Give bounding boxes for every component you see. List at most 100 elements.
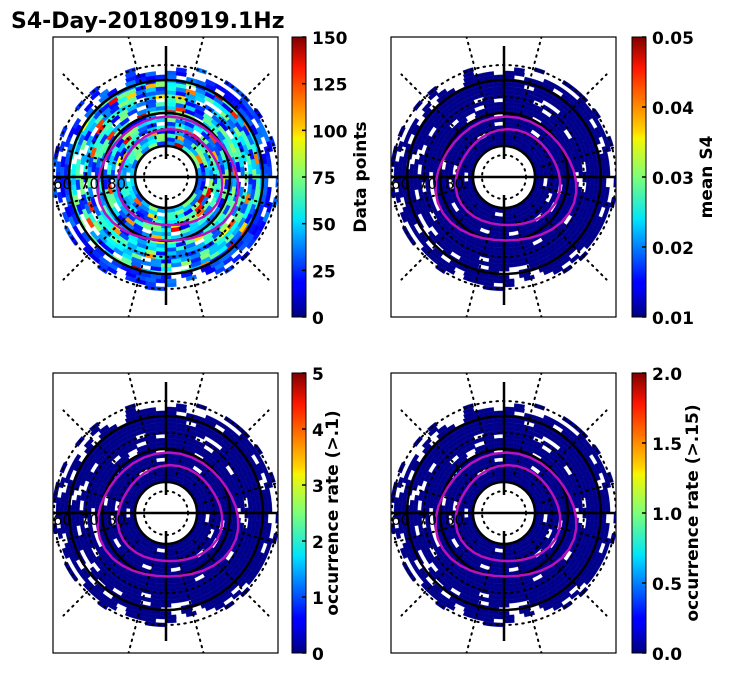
heatmap-bin	[66, 143, 74, 155]
heatmap-bin	[493, 587, 505, 592]
heatmap-bin	[393, 161, 400, 173]
heatmap-bin	[155, 583, 167, 589]
heatmap-bin	[436, 424, 448, 435]
mlt-meridian	[513, 373, 543, 476]
heatmap-bin	[165, 243, 177, 249]
latitude-label: 70	[418, 175, 437, 193]
heatmap-bin	[493, 410, 505, 416]
heatmap-bin	[175, 67, 187, 73]
heatmap-bin	[165, 434, 177, 439]
mlt-meridian	[53, 186, 129, 209]
heatmap-bin	[569, 253, 581, 264]
heatmap-bin	[503, 101, 515, 107]
mlt-meridian	[203, 186, 278, 209]
heatmap-bin	[82, 582, 93, 593]
colorbar-tick-label: 125	[312, 76, 348, 96]
heatmap-bin	[503, 618, 515, 624]
mlt-meridian	[193, 540, 270, 617]
heatmap-bin	[493, 74, 505, 80]
mlt-meridian	[203, 145, 278, 168]
mlt-meridian	[62, 409, 139, 486]
heatmap-bin	[165, 579, 177, 585]
heatmap-bin	[410, 117, 420, 130]
colorbar-tick-label: 0.03	[652, 169, 694, 189]
mlt-meridian	[465, 214, 495, 317]
colorbar-tick-label: 75	[312, 169, 336, 189]
heatmap-bin	[72, 453, 82, 466]
heatmap-bin	[155, 422, 167, 428]
heatmap-bin	[493, 418, 505, 424]
mlt-meridian	[127, 373, 157, 476]
heatmap-bin	[155, 247, 167, 253]
mlt-meridian	[175, 550, 205, 653]
heatmap-bin	[503, 434, 515, 439]
heatmap-bin	[106, 423, 118, 434]
heatmap-bin	[404, 143, 412, 155]
heatmap-bin	[444, 87, 456, 98]
panel-data-points: 60 70 80 0 25 50 75 100 125 150 Data points	[52, 29, 371, 329]
latitude-label: 70	[80, 511, 99, 529]
mlt-meridian	[175, 214, 205, 317]
heatmap-bin	[503, 583, 515, 589]
heatmap-bin	[155, 579, 167, 585]
heatmap-bin	[422, 443, 433, 455]
plot-area	[391, 37, 616, 317]
heatmap-bin	[542, 266, 555, 276]
colorbar-tick-label: 4	[312, 421, 324, 441]
heatmap-bin	[165, 98, 177, 103]
heatmap-bin	[155, 105, 167, 111]
heatmap-bin	[503, 441, 515, 447]
heatmap-bin	[155, 90, 167, 96]
heatmap-bin	[165, 583, 177, 589]
mlt-meridian	[391, 186, 467, 209]
heatmap-bin	[421, 437, 432, 449]
heatmap-bin	[155, 243, 167, 249]
heatmap-bin	[552, 266, 564, 275]
colorbar	[291, 372, 307, 654]
heatmap-bin	[165, 105, 177, 111]
heatmap-bin	[583, 238, 594, 250]
heatmap-bin	[155, 251, 167, 256]
heatmap-bin	[493, 243, 505, 249]
heatmap-bin	[493, 251, 505, 256]
colorbar-tick-label: 50	[312, 216, 336, 236]
heatmap-bin	[124, 611, 137, 619]
heatmap-bin	[493, 614, 505, 620]
heatmap-bin	[503, 426, 515, 432]
heatmap-bin	[503, 86, 515, 92]
mlt-meridian	[203, 522, 278, 545]
mlt-meridian	[400, 73, 477, 150]
heatmap-bin	[576, 577, 587, 589]
colorbar-tick-label: 100	[312, 122, 348, 142]
heatmap-bin	[503, 90, 515, 96]
mlt-meridian	[513, 550, 543, 653]
plot-area	[53, 373, 278, 653]
heatmap-bin	[483, 407, 495, 413]
heatmap-bin	[145, 407, 157, 413]
heatmap-bin	[409, 163, 415, 175]
latitude-label: 80	[445, 511, 464, 529]
heatmap-bin	[56, 191, 64, 204]
heatmap-bin	[503, 243, 515, 249]
mlt-meridian	[127, 550, 157, 653]
heatmap-bin	[493, 422, 505, 428]
mlt-meridian	[62, 73, 139, 150]
mlt-meridian	[513, 37, 543, 140]
heatmap-bin	[155, 74, 167, 80]
heatmap-bin	[503, 70, 515, 76]
heatmap-bin	[155, 418, 167, 424]
heatmap-bin	[493, 426, 505, 432]
heatmap-bin	[569, 589, 581, 600]
colorbar-tick-label: 0.04	[652, 99, 694, 119]
colorbar-tick-label: 2.0	[652, 365, 682, 385]
heatmap-bin	[165, 70, 177, 76]
heatmap-bin	[82, 246, 93, 257]
mlt-meridian	[531, 409, 608, 486]
heatmap-bin	[493, 583, 505, 589]
heatmap-bin	[165, 86, 177, 92]
colorbar-tick-label: 0	[312, 645, 324, 665]
heatmap-bin	[165, 422, 177, 428]
heatmap-bin	[513, 67, 525, 73]
mlt-meridian	[203, 481, 278, 504]
latitude-label: 60	[391, 175, 410, 193]
